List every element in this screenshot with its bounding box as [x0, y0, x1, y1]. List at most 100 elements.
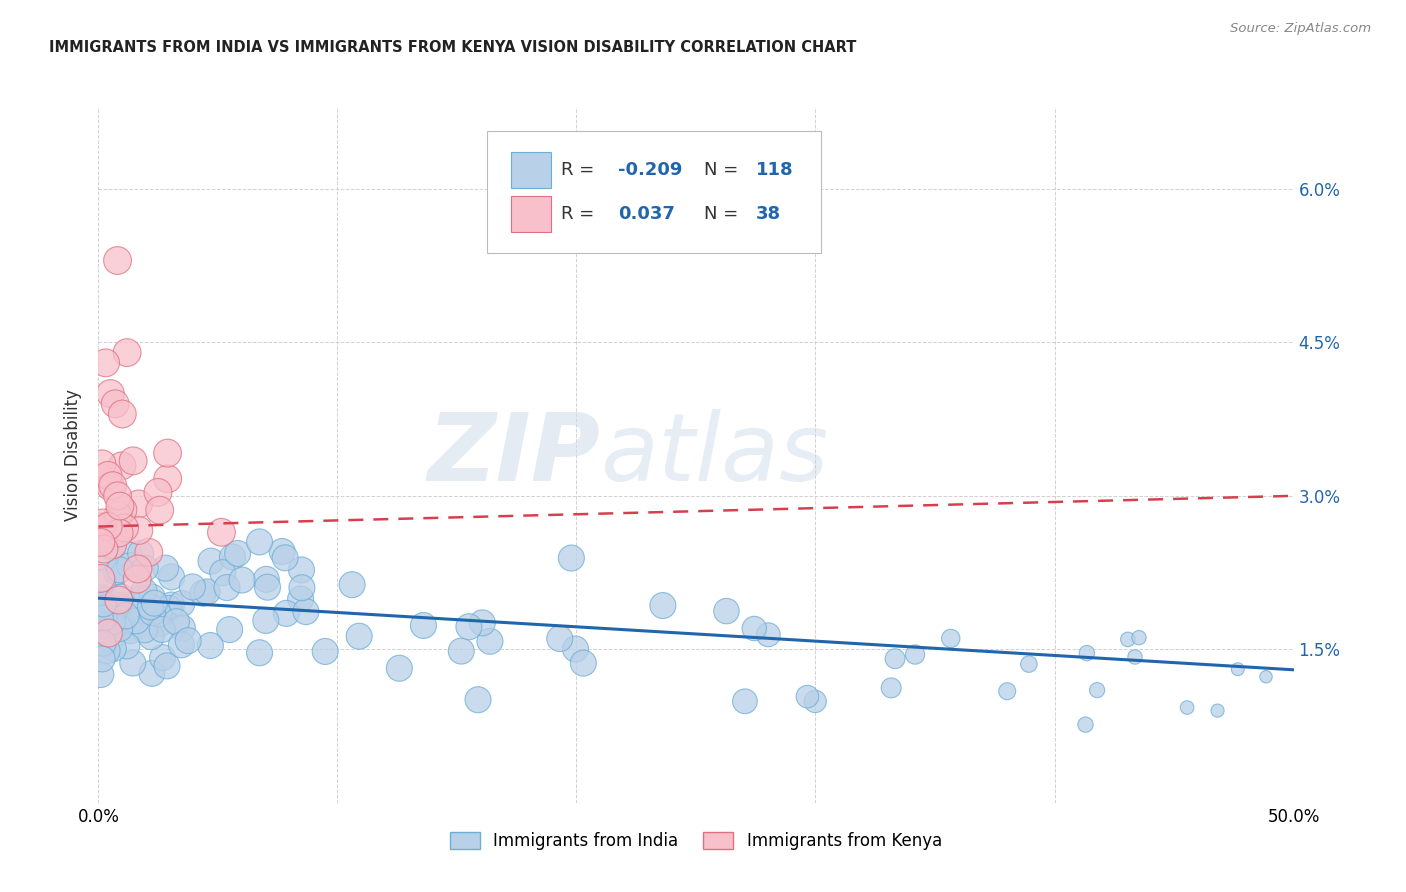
Point	[90, 591, 112, 605]
Text: atlas: atlas	[600, 409, 828, 500]
Point	[276, 607, 298, 621]
Point	[160, 570, 183, 584]
Point	[127, 562, 149, 576]
Point	[271, 544, 294, 558]
Point	[200, 554, 222, 568]
Point	[254, 572, 277, 586]
Point	[93, 519, 115, 533]
Point	[1116, 632, 1139, 647]
Text: IMMIGRANTS FROM INDIA VS IMMIGRANTS FROM KENYA VISION DISABILITY CORRELATION CHA: IMMIGRANTS FROM INDIA VS IMMIGRANTS FROM…	[49, 40, 856, 55]
Point	[127, 572, 149, 586]
Text: 0.037: 0.037	[619, 205, 675, 223]
Point	[226, 546, 249, 560]
Point	[94, 356, 117, 370]
Point	[290, 592, 312, 607]
Point	[91, 552, 114, 566]
Point	[796, 690, 818, 704]
Point	[939, 632, 962, 646]
Point	[90, 471, 112, 485]
Point	[564, 642, 586, 657]
Point	[146, 485, 169, 500]
Point	[111, 407, 134, 421]
Point	[91, 457, 114, 471]
Point	[134, 623, 156, 637]
Point	[211, 566, 233, 580]
Point	[804, 694, 827, 708]
Point	[121, 656, 143, 670]
Point	[156, 659, 179, 673]
Point	[221, 549, 243, 564]
Point	[129, 591, 152, 605]
Point	[93, 542, 115, 557]
Point	[291, 581, 314, 595]
Point	[1018, 657, 1040, 671]
Point	[880, 681, 903, 695]
Point	[177, 633, 200, 648]
Point	[108, 499, 131, 513]
FancyBboxPatch shape	[510, 196, 551, 232]
Point	[347, 629, 370, 643]
Point	[93, 611, 115, 625]
Text: R =: R =	[561, 205, 600, 223]
Text: -0.209: -0.209	[619, 161, 683, 179]
Point	[143, 596, 166, 610]
Point	[904, 648, 927, 662]
Point	[157, 601, 180, 615]
Point	[90, 571, 112, 585]
Point	[108, 563, 131, 577]
Text: R =: R =	[561, 161, 600, 179]
Point	[139, 599, 162, 614]
Point	[1175, 700, 1198, 714]
Point	[110, 590, 132, 604]
Point	[93, 597, 115, 611]
Point	[152, 650, 174, 665]
Point	[108, 525, 131, 540]
Point	[132, 583, 155, 598]
Point	[172, 621, 194, 635]
Point	[94, 592, 117, 607]
Point	[91, 652, 114, 666]
Point	[90, 605, 112, 619]
Point	[128, 524, 150, 538]
Point	[290, 563, 312, 577]
Point	[120, 624, 142, 638]
Point	[231, 573, 253, 587]
Point	[734, 694, 756, 708]
Point	[91, 575, 114, 590]
Point	[105, 566, 128, 580]
Point	[1074, 717, 1097, 731]
Point	[218, 623, 240, 637]
Point	[96, 644, 118, 658]
Point	[1123, 650, 1146, 665]
Point	[141, 606, 163, 620]
Point	[548, 632, 571, 646]
Text: ZIP: ZIP	[427, 409, 600, 501]
FancyBboxPatch shape	[486, 131, 821, 253]
Point	[100, 541, 122, 555]
Point	[166, 615, 188, 629]
Point	[91, 611, 114, 625]
Point	[716, 604, 738, 618]
Point	[155, 561, 177, 575]
Point	[128, 497, 150, 511]
Point	[471, 615, 494, 630]
Point	[107, 489, 129, 503]
Point	[156, 472, 179, 486]
Point	[1254, 670, 1277, 684]
Point	[91, 636, 114, 650]
Point	[200, 639, 222, 653]
Point	[108, 622, 131, 636]
Point	[467, 692, 489, 706]
Point	[103, 641, 125, 656]
Point	[156, 446, 179, 460]
Point	[160, 598, 183, 612]
Point	[295, 605, 318, 619]
Point	[1128, 631, 1150, 645]
Point	[111, 458, 134, 473]
Point	[101, 615, 124, 629]
Point	[149, 503, 172, 517]
Point	[742, 622, 765, 636]
Point	[256, 580, 278, 594]
Point	[170, 638, 193, 652]
Point	[91, 516, 114, 530]
